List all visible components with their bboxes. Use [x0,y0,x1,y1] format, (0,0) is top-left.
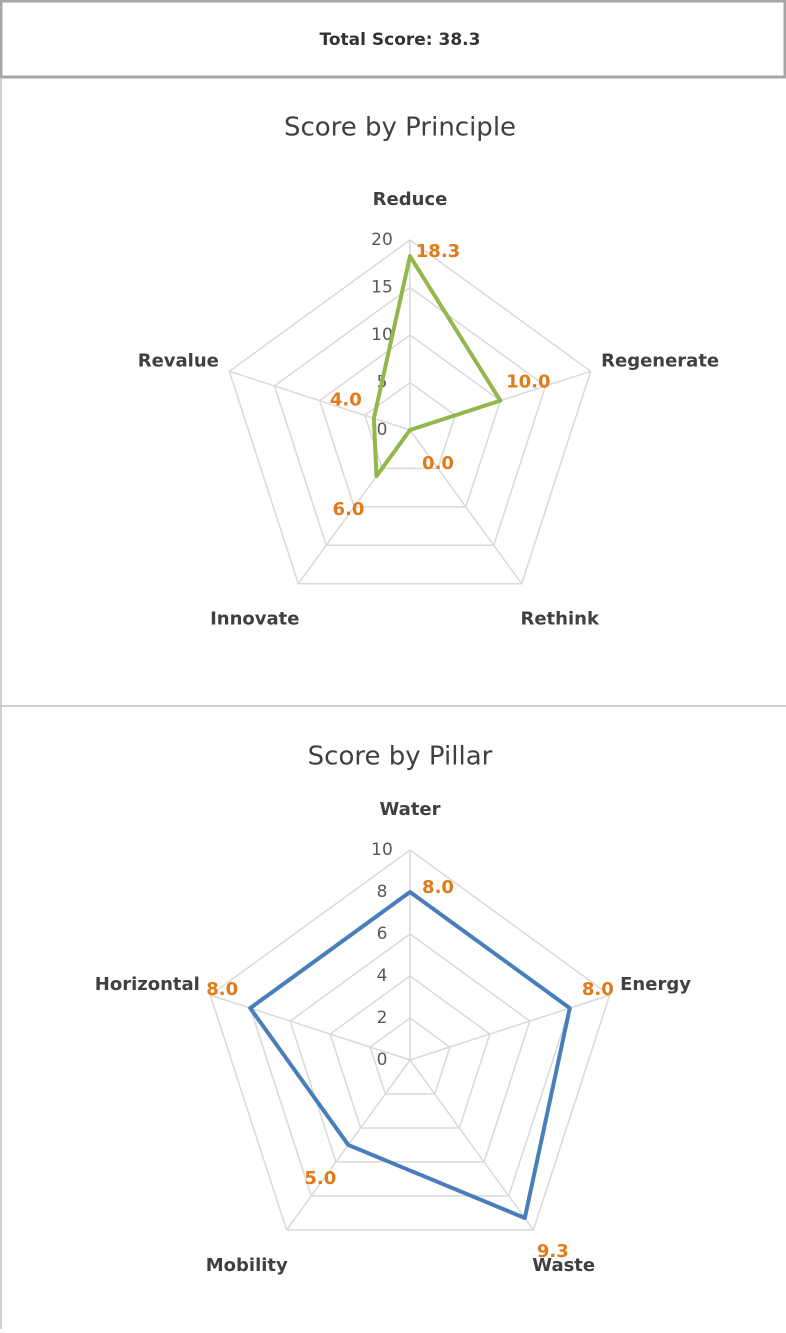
category-label: Mobility [206,1255,288,1276]
grid-ring [273,286,547,547]
tick-label: 2 [377,1008,388,1028]
value-label: 18.3 [416,241,460,262]
spoke [210,994,411,1061]
spoke [409,994,610,1061]
category-label: Revalue [138,350,219,371]
spoke [409,1059,535,1231]
category-label: Rethink [520,609,599,630]
spoke [409,429,523,585]
tick-label: 0 [377,420,388,440]
tick-label: 20 [371,230,393,250]
tick-label: 4 [377,966,388,986]
grid-ring [369,1017,451,1095]
tick-label: 0 [377,1050,388,1070]
tick-label: 10 [371,840,393,860]
grid-ring [228,239,592,585]
value-label: 4.0 [330,389,362,410]
value-label: 5.0 [304,1168,336,1189]
category-label: Energy [620,974,691,995]
value-label: 8.0 [582,979,614,1000]
tick-label: 8 [377,882,388,902]
spoke [229,370,411,431]
tick-label: 15 [371,278,393,298]
category-label: Water [379,799,440,820]
chart-title: Score by Principle [284,113,516,143]
value-label: 0.0 [422,453,454,474]
tick-label: 6 [377,924,388,944]
tick-label: 10 [371,325,393,345]
grid-ring [289,933,531,1163]
value-label: 8.0 [422,877,454,898]
series-line [248,890,572,1220]
grid-ring [329,975,491,1129]
grid-ring [209,849,611,1231]
value-label: 6.0 [333,499,365,520]
value-label: 9.3 [537,1241,569,1262]
category-label: Waste [532,1255,595,1276]
category-label: Reduce [373,189,448,210]
category-label: Innovate [210,609,299,630]
header-box [0,0,786,79]
category-label: Horizontal [95,974,200,995]
series-line [371,254,503,479]
category-label: Regenerate [601,350,719,371]
value-label: 8.0 [206,979,238,1000]
grid-ring [318,334,502,508]
value-label: 10.0 [506,372,550,393]
chart-title: Score by Pillar [308,742,493,772]
total-score: Total Score: 38.3 [320,30,481,50]
grid-ring [363,381,457,470]
